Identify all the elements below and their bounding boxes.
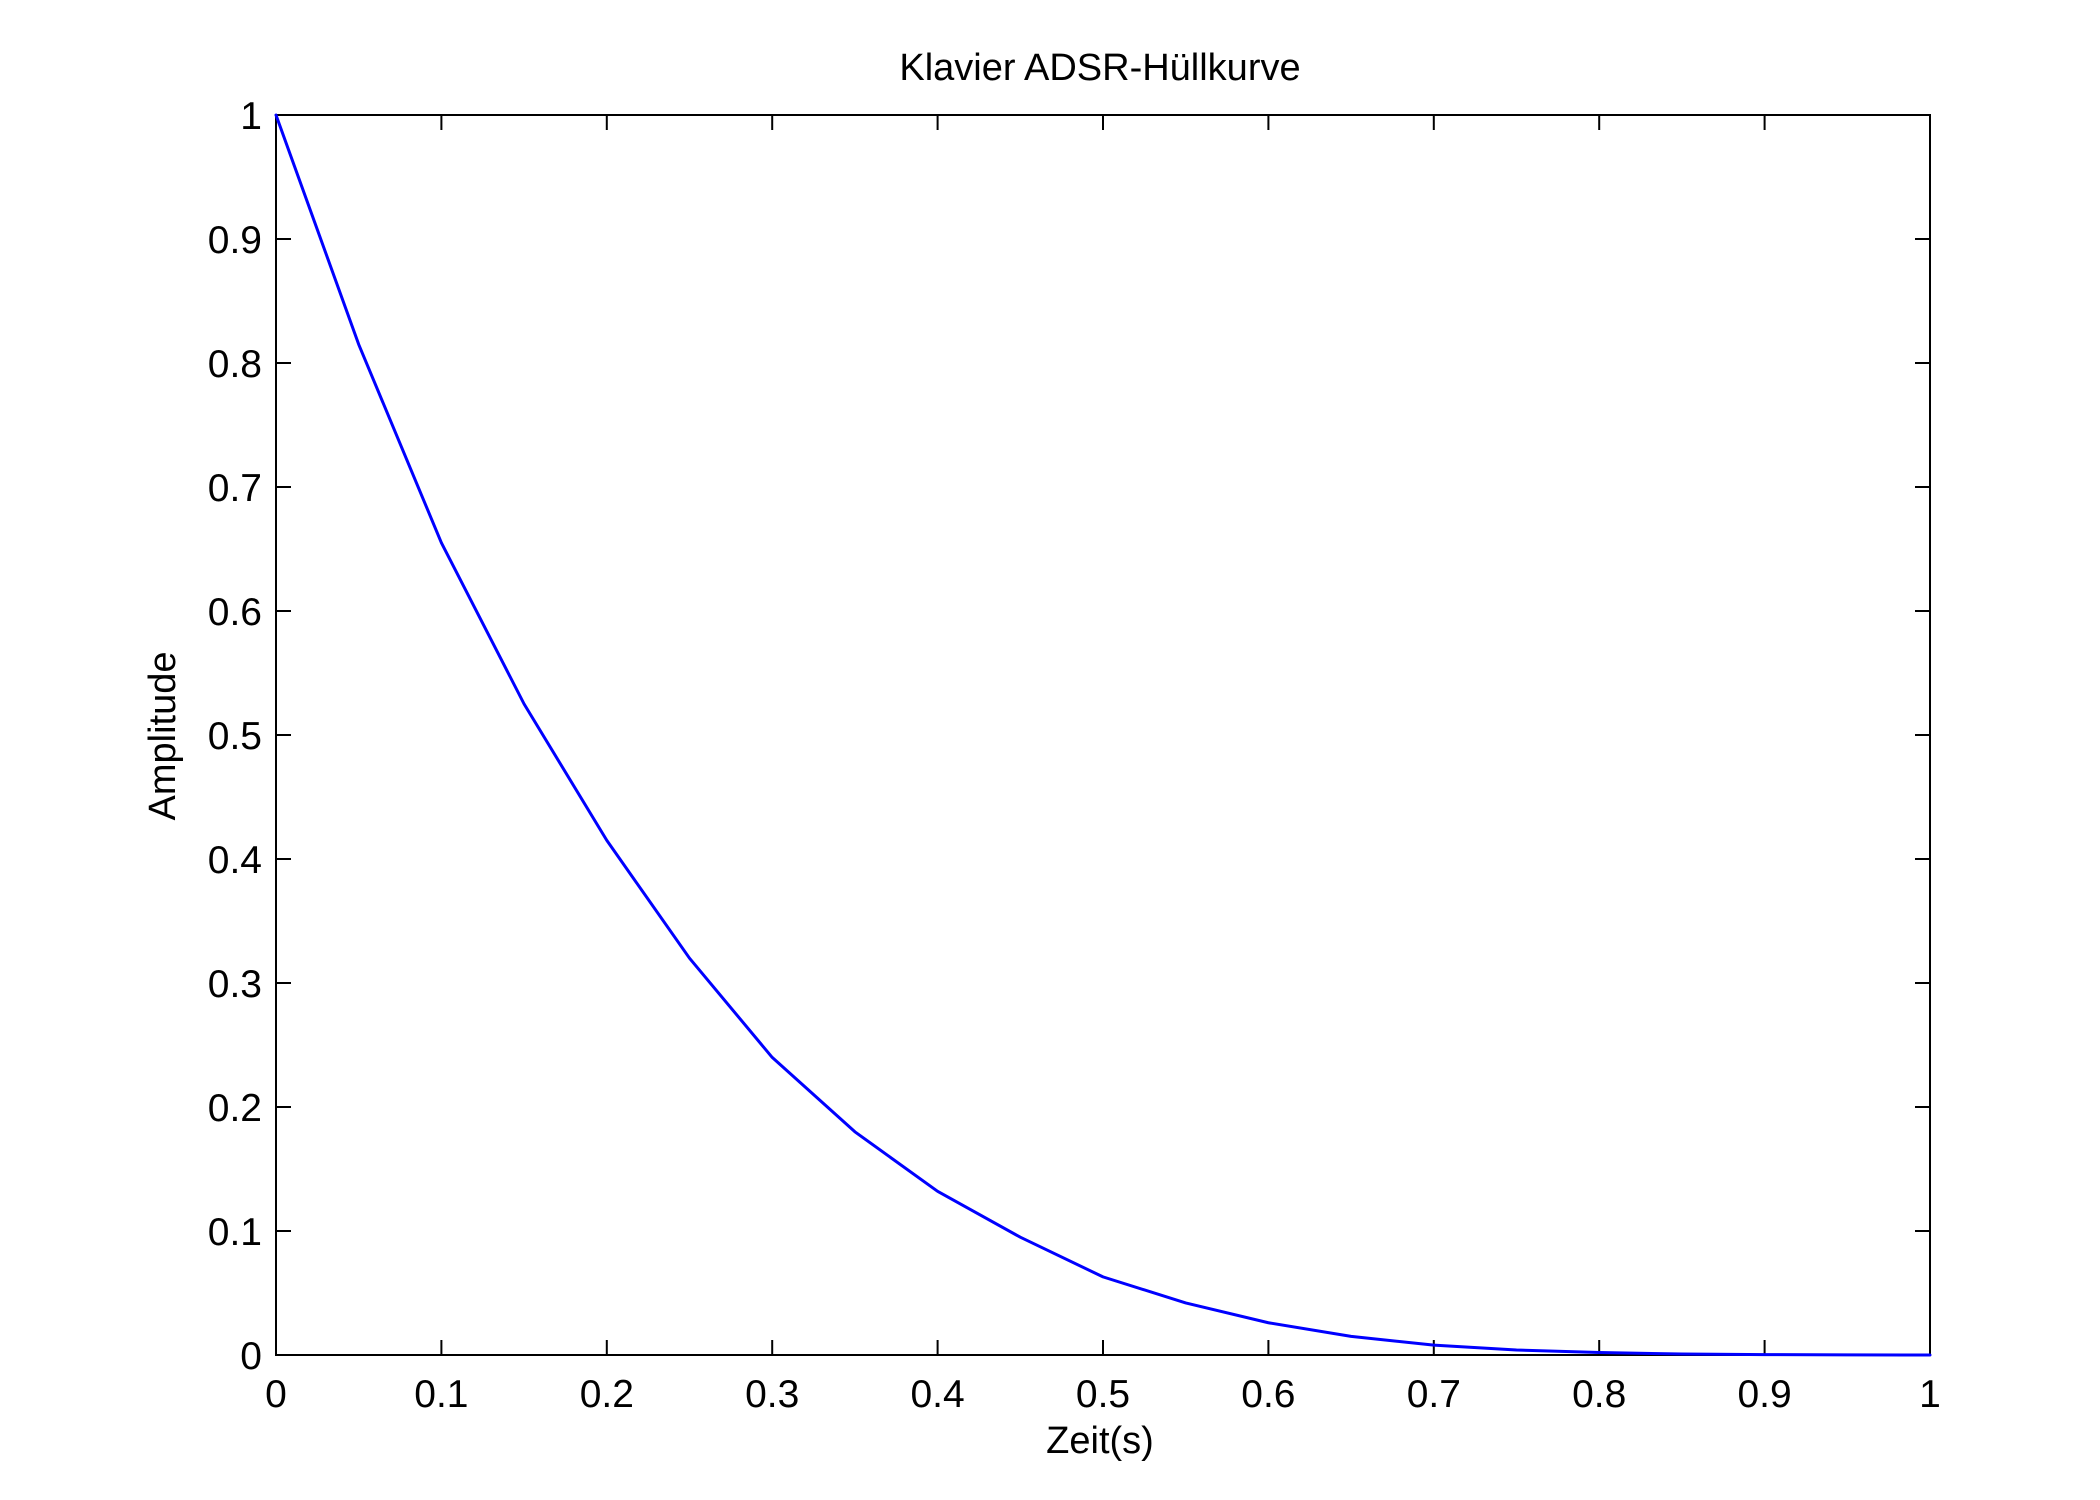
y-tick-label: 0.5 [208,715,262,758]
y-tick-label: 1 [240,95,262,138]
y-tick-label: 0 [240,1335,262,1378]
y-tick-label: 0.8 [208,343,262,386]
x-axis-label: Zeit(s) [1046,1420,1154,1462]
y-tick-label: 0.1 [208,1211,262,1254]
y-tick-label: 0.9 [208,219,262,262]
x-tick-label: 0.9 [1737,1373,1791,1416]
y-tick-label: 0.4 [208,839,262,882]
y-tick-label: 0.2 [208,1087,262,1130]
plot-area-frame [275,114,1931,1356]
x-tick-label: 0.2 [580,1373,634,1416]
series-line [274,113,1932,1357]
x-tick-label: 0.4 [910,1373,964,1416]
x-tick-label: 0.6 [1241,1373,1295,1416]
x-tick-label: 1 [1919,1373,1941,1416]
y-tick-label: 0.6 [208,591,262,634]
y-tick-label: 0.3 [208,963,262,1006]
x-tick-label: 0.3 [745,1373,799,1416]
y-tick-label: 0.7 [208,467,262,510]
x-tick-label: 0.7 [1407,1373,1461,1416]
chart-title: Klavier ADSR-Hüllkurve [899,47,1300,89]
x-tick-label: 0.1 [414,1373,468,1416]
y-axis-label: Amplitude [142,652,184,821]
x-tick-label: 0.8 [1572,1373,1626,1416]
plot-layer: 0 0.1 0.2 0.3 0.4 0.5 0.6 0.7 0.8 0.9 1 0 0.1 0.2 0.3 0… [208,95,1941,1416]
x-tick-label: 0 [265,1373,287,1416]
x-tick-label: 0.5 [1076,1373,1130,1416]
